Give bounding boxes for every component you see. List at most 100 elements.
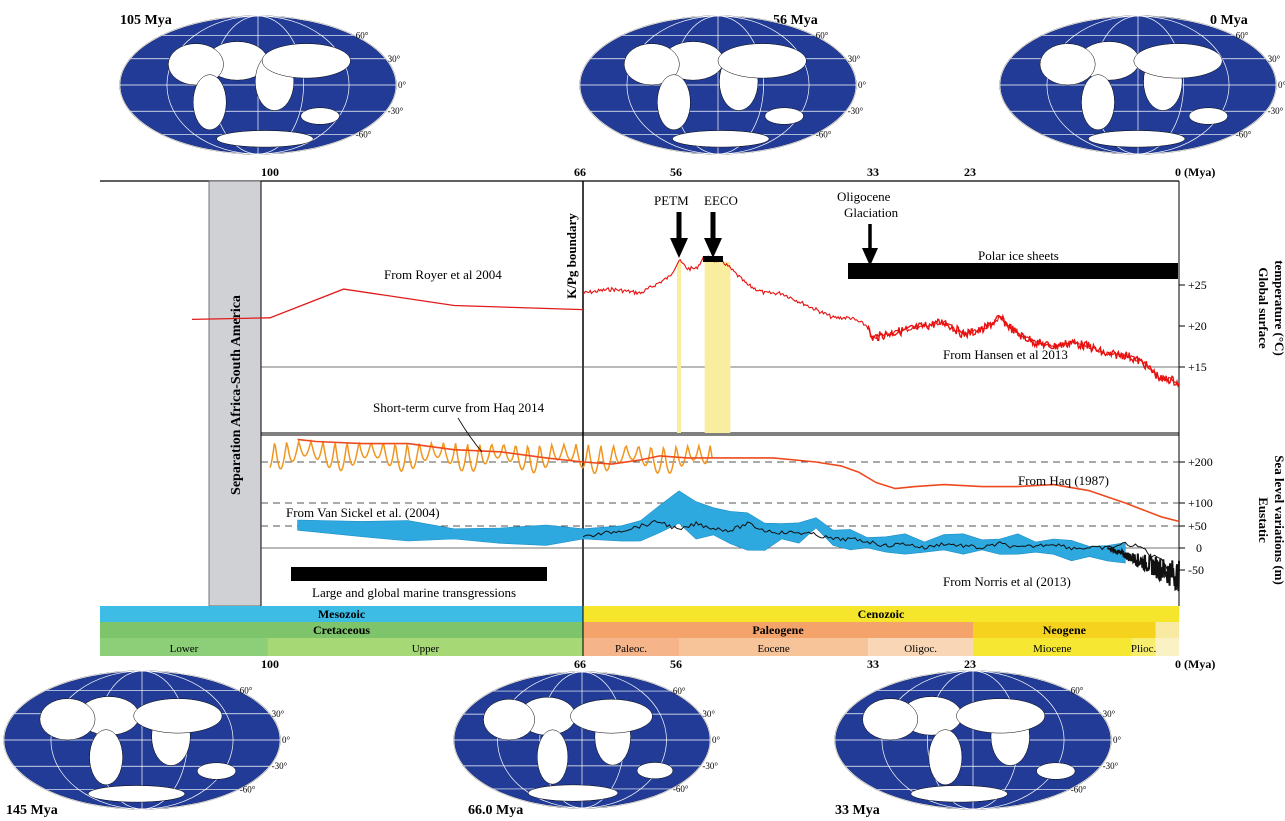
haq2014-short-term-curve [269,438,713,475]
map-label: 145 Mya [6,803,58,818]
transgressions-bar [291,567,547,581]
top-axis-tick-label: 23 [964,165,976,179]
paleogeographic-maps: 105 Mya 60°30°0°-30°-60° 56 Mya 60°30°0°… [3,13,1285,818]
map-0-mya: 0 Mya 60° 30° 0° -30° -60° [999,13,1285,155]
globe-continent [570,698,653,734]
eeco-band [704,262,731,433]
globe-continent [1188,107,1228,125]
globe-continent [717,43,807,79]
period-label: Neogene [1043,623,1087,637]
globe-latitude-label: 30° [702,709,715,719]
globe-latitude-label: 60° [1071,685,1084,695]
oligocene-label: Oligocene [837,189,891,204]
royer-curve-layer [191,288,584,321]
top-axis-tick-label: 56 [670,165,682,179]
haq1987-label: From Haq (1987) [1018,473,1109,488]
bottom-axis-tick-label: 23 [964,657,976,671]
top-axis-tick-label: 33 [867,165,879,179]
top-axis-tick-label: 66 [574,165,586,179]
globe-continent [39,698,96,741]
map-label: 105 Mya [120,13,172,28]
globe-continent [910,785,1008,803]
era-label: Mesozoic [318,607,366,621]
globe-latitude-label: -60° [673,784,689,794]
epoch-label: Miocene [1033,643,1072,655]
globe-latitude-label: -60° [240,785,256,795]
haq2014-label: Short-term curve from Haq 2014 [373,400,545,415]
globe-continent [1088,130,1186,148]
globe-latitude-label: 0° [858,80,867,90]
temperature-tick-label: +15 [1188,360,1207,374]
globe-latitude-label: 30° [1268,54,1281,64]
temperature-axis-label: Global surface [1256,267,1271,348]
period-label: Paleogene [752,623,804,637]
globe-latitude-label: 0° [398,80,407,90]
kpg-boundary-label: K/Pg boundary [564,213,579,299]
globe-map: 60° 30° 0° -30° -60° [579,15,867,155]
globe-latitude-label: 0° [712,735,721,745]
sea-level-panel [269,438,1180,592]
globe-latitude-label: 30° [388,54,401,64]
globe-latitude-label: -30° [1268,106,1284,116]
globe-latitude-label: -60° [1071,785,1087,795]
globe-continent [89,729,123,786]
globe-continent [764,107,804,125]
globe-continent [623,43,680,86]
globe-latitude-label: -30° [702,761,718,771]
globe-map: 60° 30° 0° -30° -60° [834,670,1122,810]
temperature-panel [583,255,1179,388]
map-105-mya: 105 Mya 60° 30° 0° -30° -60° [119,13,407,155]
globe-latitude-label: -30° [272,761,288,771]
globe-continent [1036,762,1076,780]
epoch-cell [100,638,268,656]
globe-latitude-label: -30° [848,106,864,116]
oligocene-label-line2: Glaciation [844,205,899,220]
van-sickel-band [297,490,1126,564]
globe-latitude-label: -60° [816,130,832,140]
epoch-label: Paleoc. [615,643,647,655]
period-cell [973,622,1156,638]
period-label: Cretaceous [313,623,370,637]
temperature-tick-label: +25 [1188,278,1207,292]
globe-latitude-label: 60° [1236,30,1249,40]
epoch-cell [583,638,679,656]
map-label: 0 Mya [1210,13,1248,28]
globe-latitude-label: 30° [1103,709,1116,719]
globe-map: 60° 30° 0° -30° -60° [453,671,721,809]
separation-label: Separation Africa-South America [229,295,244,495]
royer-temperature-curve [191,288,584,321]
sea-level-tick-label: +50 [1188,519,1207,533]
epoch-cell [973,638,1132,656]
epoch-label: Oligoc. [904,643,937,655]
separation-bar [208,180,262,607]
globe-latitude-label: 60° [673,686,686,696]
map-label: 33 Mya [835,803,880,818]
hansen-temperature-curve-overlay [866,313,1179,388]
oligocene-arrow [862,224,878,266]
globe-continent [1039,43,1096,86]
sea-level-tick-label: +200 [1188,455,1213,469]
globe-continent [536,729,569,785]
globe-continent [672,130,770,148]
norris-sea-level-curve [582,520,1180,580]
globe-latitude-label: -30° [388,106,404,116]
globe-continent [862,698,919,741]
period-cell [100,622,583,638]
epoch-cell [267,638,583,656]
bottom-axis-tick-label: 33 [867,657,879,671]
globe-latitude-label: 30° [272,709,285,719]
globe-latitude-label: 60° [356,30,369,40]
annotations: Separation Africa-South America K/Pg bou… [229,189,1285,600]
sea-level-tick-label: -50 [1188,563,1204,577]
bottom-axis-tick-label: 66 [574,657,586,671]
top-axis-tick-label: 100 [261,165,279,179]
globe-latitude-label: 60° [816,30,829,40]
norris-late-cenozoic-block [1106,546,1180,592]
globe-latitude-label: 30° [848,54,861,64]
era-label: Cenozoic [858,607,905,621]
globe-continent [133,698,223,734]
map-33-mya: 33 Mya 60° 30° 0° -30° -60° [834,670,1122,818]
sea-level-tick-label: +100 [1188,496,1213,510]
epoch-label: Lower [170,643,199,655]
globe-latitude-label: -60° [1236,130,1252,140]
